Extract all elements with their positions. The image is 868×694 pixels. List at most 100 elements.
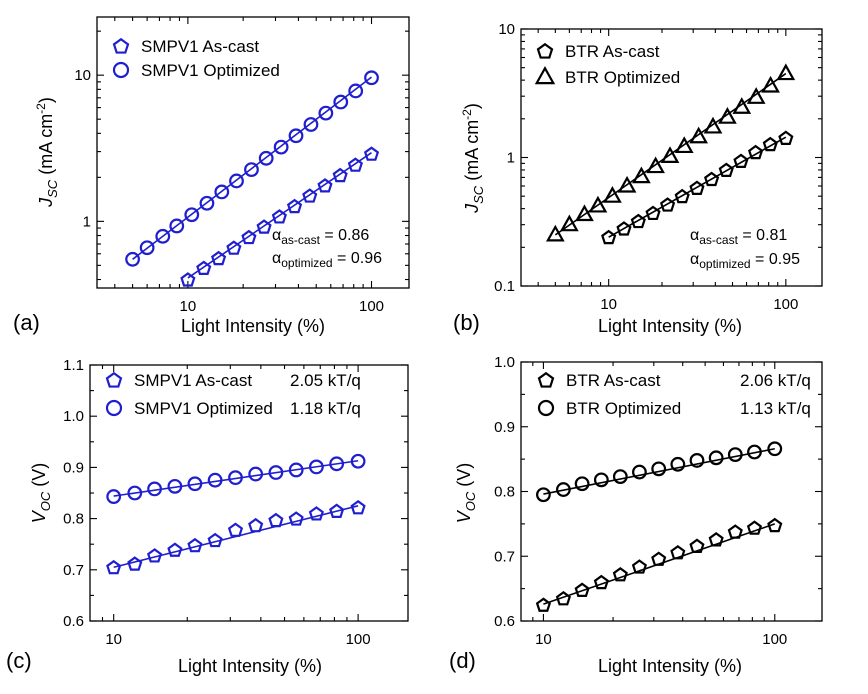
data-point — [187, 476, 203, 492]
data-point — [536, 487, 551, 503]
y-tick-label: 0.8 — [494, 484, 515, 501]
data-point — [588, 195, 608, 213]
x-tick-label: 100 — [762, 631, 787, 648]
series-0-markers — [535, 517, 783, 612]
x-tick-label: 10 — [180, 298, 197, 315]
fit-line — [113, 459, 359, 497]
data-point — [733, 153, 749, 168]
legend-marker — [534, 65, 556, 85]
slope-label: 2.05 kT/q — [290, 371, 361, 390]
data-point — [645, 205, 661, 221]
data-point — [347, 157, 363, 172]
data-point — [364, 70, 379, 86]
y-tick-label: 1.1 — [63, 357, 84, 374]
data-point — [127, 485, 143, 501]
data-point — [630, 213, 646, 229]
y-axis-label: JSC (mA cm-2) — [460, 103, 486, 214]
data-point — [207, 532, 223, 548]
alpha-annotation: αas-cast = 0.81 — [690, 227, 787, 247]
panel-label: (d) — [449, 648, 476, 673]
data-point — [288, 462, 304, 478]
y-tick-label: 10 — [498, 21, 515, 38]
x-axis-label: Light Intensity (%) — [178, 656, 322, 676]
data-point — [651, 461, 667, 477]
series-0-markers — [601, 130, 794, 245]
data-point — [612, 469, 628, 485]
data-point — [746, 520, 763, 535]
data-point — [317, 178, 333, 193]
data-point — [214, 184, 230, 200]
data-point — [184, 207, 200, 223]
data-point — [241, 229, 257, 245]
data-point — [718, 107, 737, 124]
slope-label: 2.06 kT/q — [740, 371, 811, 390]
x-tick-label: 10 — [600, 296, 617, 313]
data-point — [612, 567, 628, 582]
data-point — [146, 548, 163, 563]
data-point — [303, 117, 319, 132]
data-point — [603, 186, 622, 203]
data-point — [363, 146, 380, 161]
legend-label: BTR Optimized — [565, 68, 680, 87]
legend-marker — [112, 37, 130, 54]
data-point — [670, 456, 686, 472]
data-point — [318, 105, 334, 121]
data-point — [207, 472, 223, 488]
data-point — [332, 167, 348, 183]
series-1-markers — [125, 70, 379, 267]
data-point — [748, 144, 764, 160]
data-point — [227, 522, 244, 537]
fit-line — [608, 136, 787, 238]
data-point — [616, 221, 632, 236]
alpha-annotation: αoptimized = 0.95 — [690, 251, 800, 271]
data-point — [256, 219, 272, 234]
data-point — [767, 517, 783, 533]
series-1-markers — [536, 441, 783, 503]
y-axis-label: VOC (V) — [454, 463, 478, 524]
y-tick-label: 1.0 — [63, 408, 84, 425]
data-point — [704, 171, 720, 187]
x-axis-label: Light Intensity (%) — [598, 656, 742, 676]
legend-marker — [105, 371, 123, 388]
data-point — [574, 582, 590, 597]
data-point — [727, 524, 743, 539]
data-point — [329, 503, 345, 518]
legend-label: SMPV1 As-cast — [141, 37, 259, 56]
data-point — [632, 464, 647, 480]
data-point — [601, 229, 617, 245]
alpha-annotation: αoptimized = 0.96 — [272, 250, 382, 270]
data-point — [727, 447, 743, 462]
data-point — [288, 511, 304, 526]
data-point — [747, 444, 762, 460]
data-point — [674, 188, 690, 204]
data-point — [617, 175, 637, 193]
data-point — [167, 542, 183, 557]
data-point — [273, 139, 289, 155]
data-point — [575, 204, 594, 222]
series-1-markers — [106, 453, 366, 504]
data-point — [761, 75, 780, 93]
data-point — [288, 128, 304, 144]
chart-panel-c: 10 100 0.6 0.7 0.8 0.9 1.0 1.1 SMPV1 As-cast 2.05… — [6, 357, 409, 676]
data-point — [718, 162, 734, 177]
y-tick-label: 10 — [74, 67, 91, 84]
legend-label: BTR Optimized — [566, 399, 681, 418]
data-point — [646, 156, 665, 174]
legend-label: BTR As-cast — [565, 42, 660, 61]
legend-label: SMPV1 Optimized — [134, 399, 273, 418]
data-point — [268, 512, 284, 528]
data-point — [560, 214, 579, 232]
data-point — [631, 559, 648, 574]
x-axis-label: Light Intensity (%) — [181, 316, 325, 336]
data-point — [674, 136, 694, 154]
y-tick-label: 0.6 — [63, 613, 84, 630]
data-point — [574, 476, 590, 492]
data-point — [776, 63, 796, 81]
chart-panel-b: 10 100 0.1 1 10 BTR As-cast BTR Optimized αas-c… — [453, 21, 823, 336]
data-point — [127, 556, 143, 571]
y-tick-label: 0.7 — [63, 562, 84, 579]
data-point — [308, 459, 324, 475]
data-point — [226, 240, 242, 255]
legend-marker — [537, 399, 555, 417]
data-point — [350, 453, 366, 469]
